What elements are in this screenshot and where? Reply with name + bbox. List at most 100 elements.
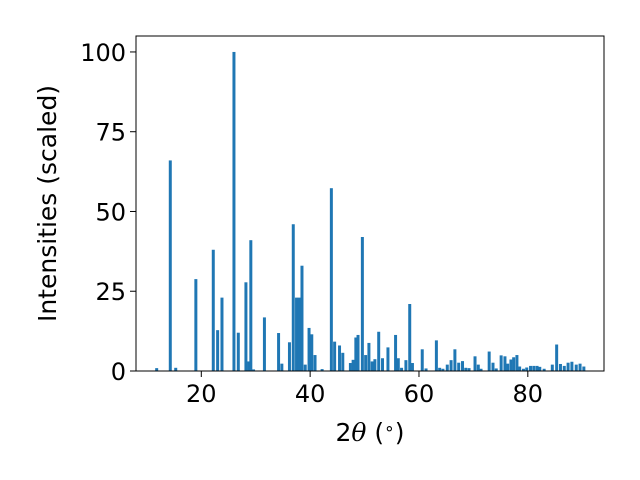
bar [211,249,215,371]
bar [252,369,256,371]
bar [512,357,516,371]
bar [467,368,471,371]
bar [424,368,428,371]
bar [351,359,355,371]
bar [303,364,307,371]
bar [348,363,352,371]
y-tick-label: 100 [80,39,126,67]
bar [494,368,498,371]
bar [570,361,574,371]
bar [542,368,546,371]
x-tick-label: 60 [404,380,435,408]
ticks-layer: 20 40 60 80 0 25 50 75 100 [80,39,543,408]
x-tick-label: 40 [295,380,326,408]
bar [287,342,291,371]
bar [370,361,374,371]
bar [329,188,333,371]
bar [404,360,408,371]
bar [438,367,442,371]
x-tick-label: 20 [186,380,217,408]
bar [555,344,559,371]
x-axis-label-open: ( [366,418,384,447]
y-tick-label: 50 [95,198,126,226]
bar [320,369,324,371]
bar [297,297,301,371]
bar [408,304,412,371]
bar [434,340,438,371]
y-tick-label: 25 [95,278,126,306]
bar [236,332,240,371]
bar [532,365,536,371]
bar [249,240,253,371]
bar [558,363,562,371]
bar [464,367,468,371]
bar [461,361,465,371]
x-axis-label: 2θ (∘) [335,418,404,447]
bar [247,361,251,371]
bar [313,355,317,371]
plot-frame [135,35,605,372]
bar [295,297,299,371]
bar [354,337,358,371]
y-tick-label: 75 [95,119,126,147]
bar [515,355,519,371]
bar [373,359,377,371]
bar [521,368,525,371]
bar [582,366,586,371]
bar [394,334,398,371]
bar [550,364,554,371]
bar [506,363,510,371]
y-axis-label: Intensities (scaled) [33,85,62,322]
bar [529,365,533,371]
bar [420,349,424,371]
bar [360,237,364,371]
bar [356,334,360,371]
bar [280,363,284,371]
bar [457,362,461,371]
bar [476,364,480,371]
bar [503,356,507,371]
bar [174,367,178,371]
bar [499,355,503,371]
bar [518,366,522,371]
bar [410,363,414,371]
bar [291,224,295,371]
bar [307,327,311,371]
bar [445,364,449,371]
bar [168,160,172,371]
bar [491,362,495,371]
x-axis-label-prefix: 2 [335,418,351,447]
bar [262,317,266,371]
x-axis-label-symbol: θ [351,418,366,447]
bar [525,367,529,371]
bar [364,355,368,371]
bar [509,359,513,371]
x-tick-label: 80 [513,380,544,408]
bar [277,333,281,371]
bar [232,51,236,371]
bar [367,342,371,371]
bar [566,362,570,371]
bar [535,365,539,371]
y-tick-label: 0 [111,358,126,386]
x-axis-label-close: ) [395,418,405,447]
bar [578,363,582,371]
bar [453,349,457,371]
bar [487,351,491,371]
bar [386,347,390,371]
bar [244,282,248,371]
bar [381,358,385,371]
bar [473,356,477,371]
bar [574,364,578,371]
bar [338,345,342,371]
bar [400,367,404,371]
bar [216,330,220,371]
bar [155,368,159,371]
bar [333,341,337,371]
bar [562,365,566,371]
bar [538,366,542,371]
bar [449,360,453,371]
bars-layer [155,51,586,371]
bar [194,279,198,371]
